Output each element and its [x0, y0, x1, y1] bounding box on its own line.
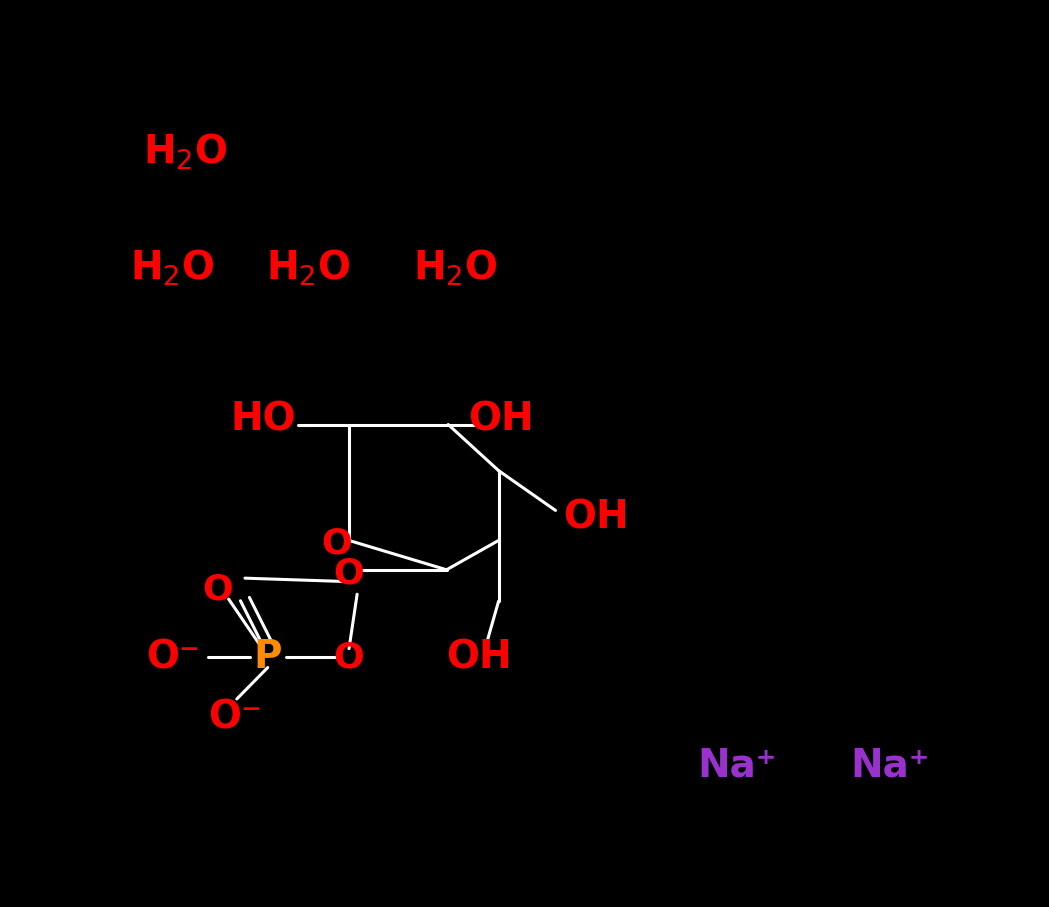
Text: H$_2$O: H$_2$O	[130, 248, 214, 288]
Text: O⁻: O⁻	[147, 639, 200, 676]
Text: H$_2$O: H$_2$O	[266, 248, 350, 288]
Text: Na⁺: Na⁺	[850, 746, 929, 785]
Text: H$_2$O: H$_2$O	[412, 248, 497, 288]
Text: OH: OH	[563, 499, 629, 536]
Text: O: O	[202, 572, 234, 607]
Text: OH: OH	[446, 639, 512, 676]
Text: O: O	[334, 640, 364, 674]
Text: H$_2$O: H$_2$O	[144, 132, 228, 172]
Text: O: O	[321, 526, 352, 561]
Text: O: O	[334, 556, 364, 590]
Text: HO: HO	[230, 401, 296, 439]
Text: Na⁺: Na⁺	[698, 746, 776, 785]
Text: P: P	[254, 639, 282, 676]
Text: O⁻: O⁻	[209, 698, 262, 736]
Text: OH: OH	[468, 401, 534, 439]
